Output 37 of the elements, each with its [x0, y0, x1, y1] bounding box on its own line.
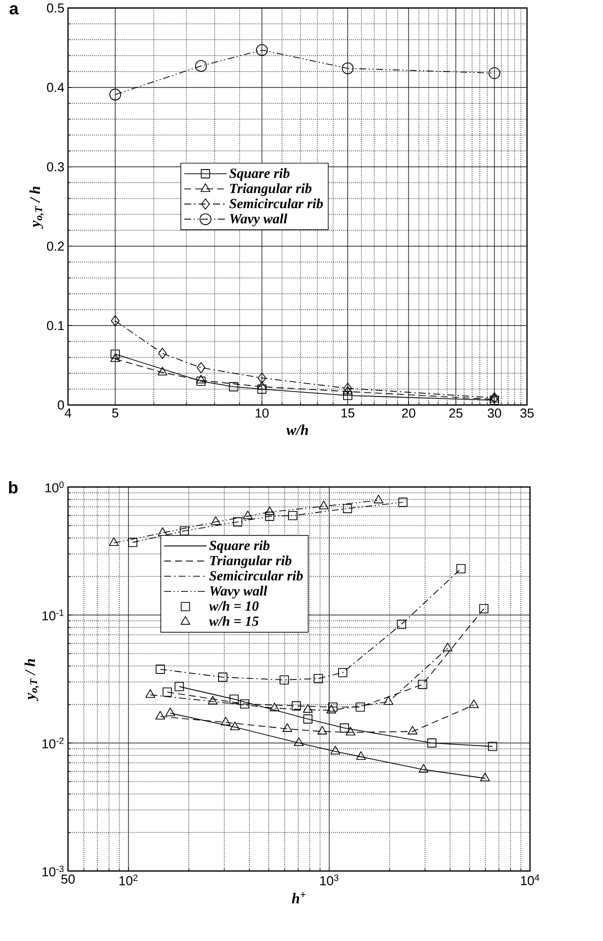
- legend-label: Triangular rib: [210, 555, 292, 568]
- legend-label: w/h = 15: [209, 616, 258, 626]
- x-tick-label: 10$^{2}$: [119, 874, 138, 886]
- legend-label: Triangular rib: [230, 183, 312, 196]
- y-tick-label: 0.2: [46, 242, 64, 251]
- y-tick-label: 10$^{-2}$: [42, 738, 64, 748]
- y-tick-label: 10$^{0}$: [46, 482, 64, 492]
- x-axis-title: h$^{+}$: [292, 892, 306, 904]
- chart-title: a: [10, 5, 19, 15]
- x-tick-label: 5: [112, 408, 118, 418]
- x-tick-label: 35: [520, 408, 534, 418]
- x-axis-title: w/h: [286, 424, 308, 436]
- x-tick-label: 30: [488, 408, 502, 418]
- x-tick-label: 10: [256, 408, 269, 418]
- y-axis-title: y$_{o,T}$ / h: [24, 659, 39, 702]
- y-tick-label: 0.4: [46, 82, 64, 92]
- x-tick-label: 10$^{3}$: [320, 874, 338, 886]
- legend-label: Semicircular rib: [229, 198, 323, 208]
- y-tick-label: 0: [58, 400, 64, 410]
- chart-title: b: [9, 481, 18, 494]
- legend-label: Square rib: [229, 168, 290, 181]
- legend-label: w/h = 10: [209, 600, 259, 611]
- y-tick-label: 0.1: [46, 321, 64, 330]
- x-tick-label: 4: [64, 408, 72, 418]
- legend-label: Square rib: [209, 540, 270, 553]
- y-tick-label: 0.3: [46, 162, 64, 172]
- x-tick-label: 10$^{4}$: [521, 874, 540, 886]
- x-tick-label: 20: [402, 408, 416, 418]
- x-tick-label: 25: [449, 408, 462, 418]
- x-tick-label: 15: [342, 408, 354, 418]
- legend-label: Wavy wall: [210, 586, 268, 598]
- y-tick-label: 10$^{-1}$: [42, 610, 64, 620]
- x-tick-label: 50: [61, 874, 75, 884]
- legend-label: Semicircular rib: [209, 570, 303, 580]
- y-tick-label: 0.5: [46, 3, 64, 13]
- y-axis-title: y$_{o,T}$ / h: [30, 186, 44, 229]
- legend-label: Wavy wall: [230, 214, 288, 226]
